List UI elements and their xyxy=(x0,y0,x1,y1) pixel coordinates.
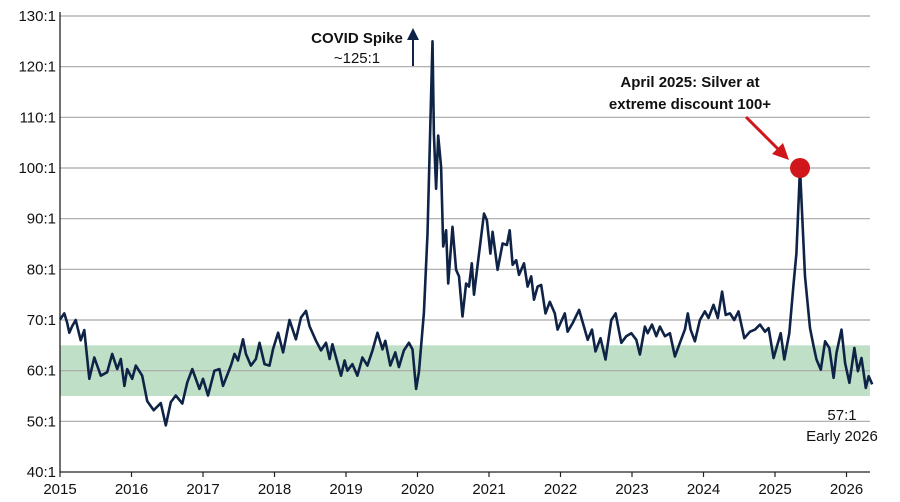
x-tick-label: 2020 xyxy=(401,481,434,498)
y-tick-label: 40:1 xyxy=(27,464,56,481)
x-tick-label: 2015 xyxy=(43,481,76,498)
covid-annotation-value: ~125:1 xyxy=(334,50,380,67)
x-tick-label: 2017 xyxy=(186,481,219,498)
x-tick-label: 2023 xyxy=(615,481,648,498)
x-tick-label: 2021 xyxy=(472,481,505,498)
y-tick-label: 130:1 xyxy=(18,8,56,25)
april-arrow-icon xyxy=(744,115,789,160)
x-tick-label: 2025 xyxy=(758,481,791,498)
y-tick-label: 60:1 xyxy=(27,363,56,380)
april-annotation-line2: extreme discount 100+ xyxy=(609,96,771,113)
y-tick-label: 70:1 xyxy=(27,312,56,329)
end-value-label: 57:1 xyxy=(827,407,856,424)
y-tick-label: 80:1 xyxy=(27,261,56,278)
x-tick-label: 2024 xyxy=(687,481,720,498)
y-tick-label: 100:1 xyxy=(18,160,56,177)
y-tick-label: 90:1 xyxy=(27,211,56,228)
covid-annotation-title: COVID Spike xyxy=(311,30,403,47)
april-annotation-line1: April 2025: Silver at xyxy=(620,74,759,91)
x-tick-label: 2019 xyxy=(329,481,362,498)
x-tick-label: 2018 xyxy=(258,481,291,498)
x-tick-label: 2016 xyxy=(115,481,148,498)
x-tick-label: 2022 xyxy=(544,481,577,498)
y-tick-label: 110:1 xyxy=(20,109,56,126)
end-date-label: Early 2026 xyxy=(806,428,878,445)
ratio-series-line xyxy=(58,40,874,427)
april-2025-highlight-point xyxy=(790,158,811,178)
y-tick-label: 50:1 xyxy=(27,413,56,430)
y-tick-label: 120:1 xyxy=(18,59,56,76)
covid-arrow-icon xyxy=(407,28,419,66)
x-tick-label: 2026 xyxy=(830,481,863,498)
